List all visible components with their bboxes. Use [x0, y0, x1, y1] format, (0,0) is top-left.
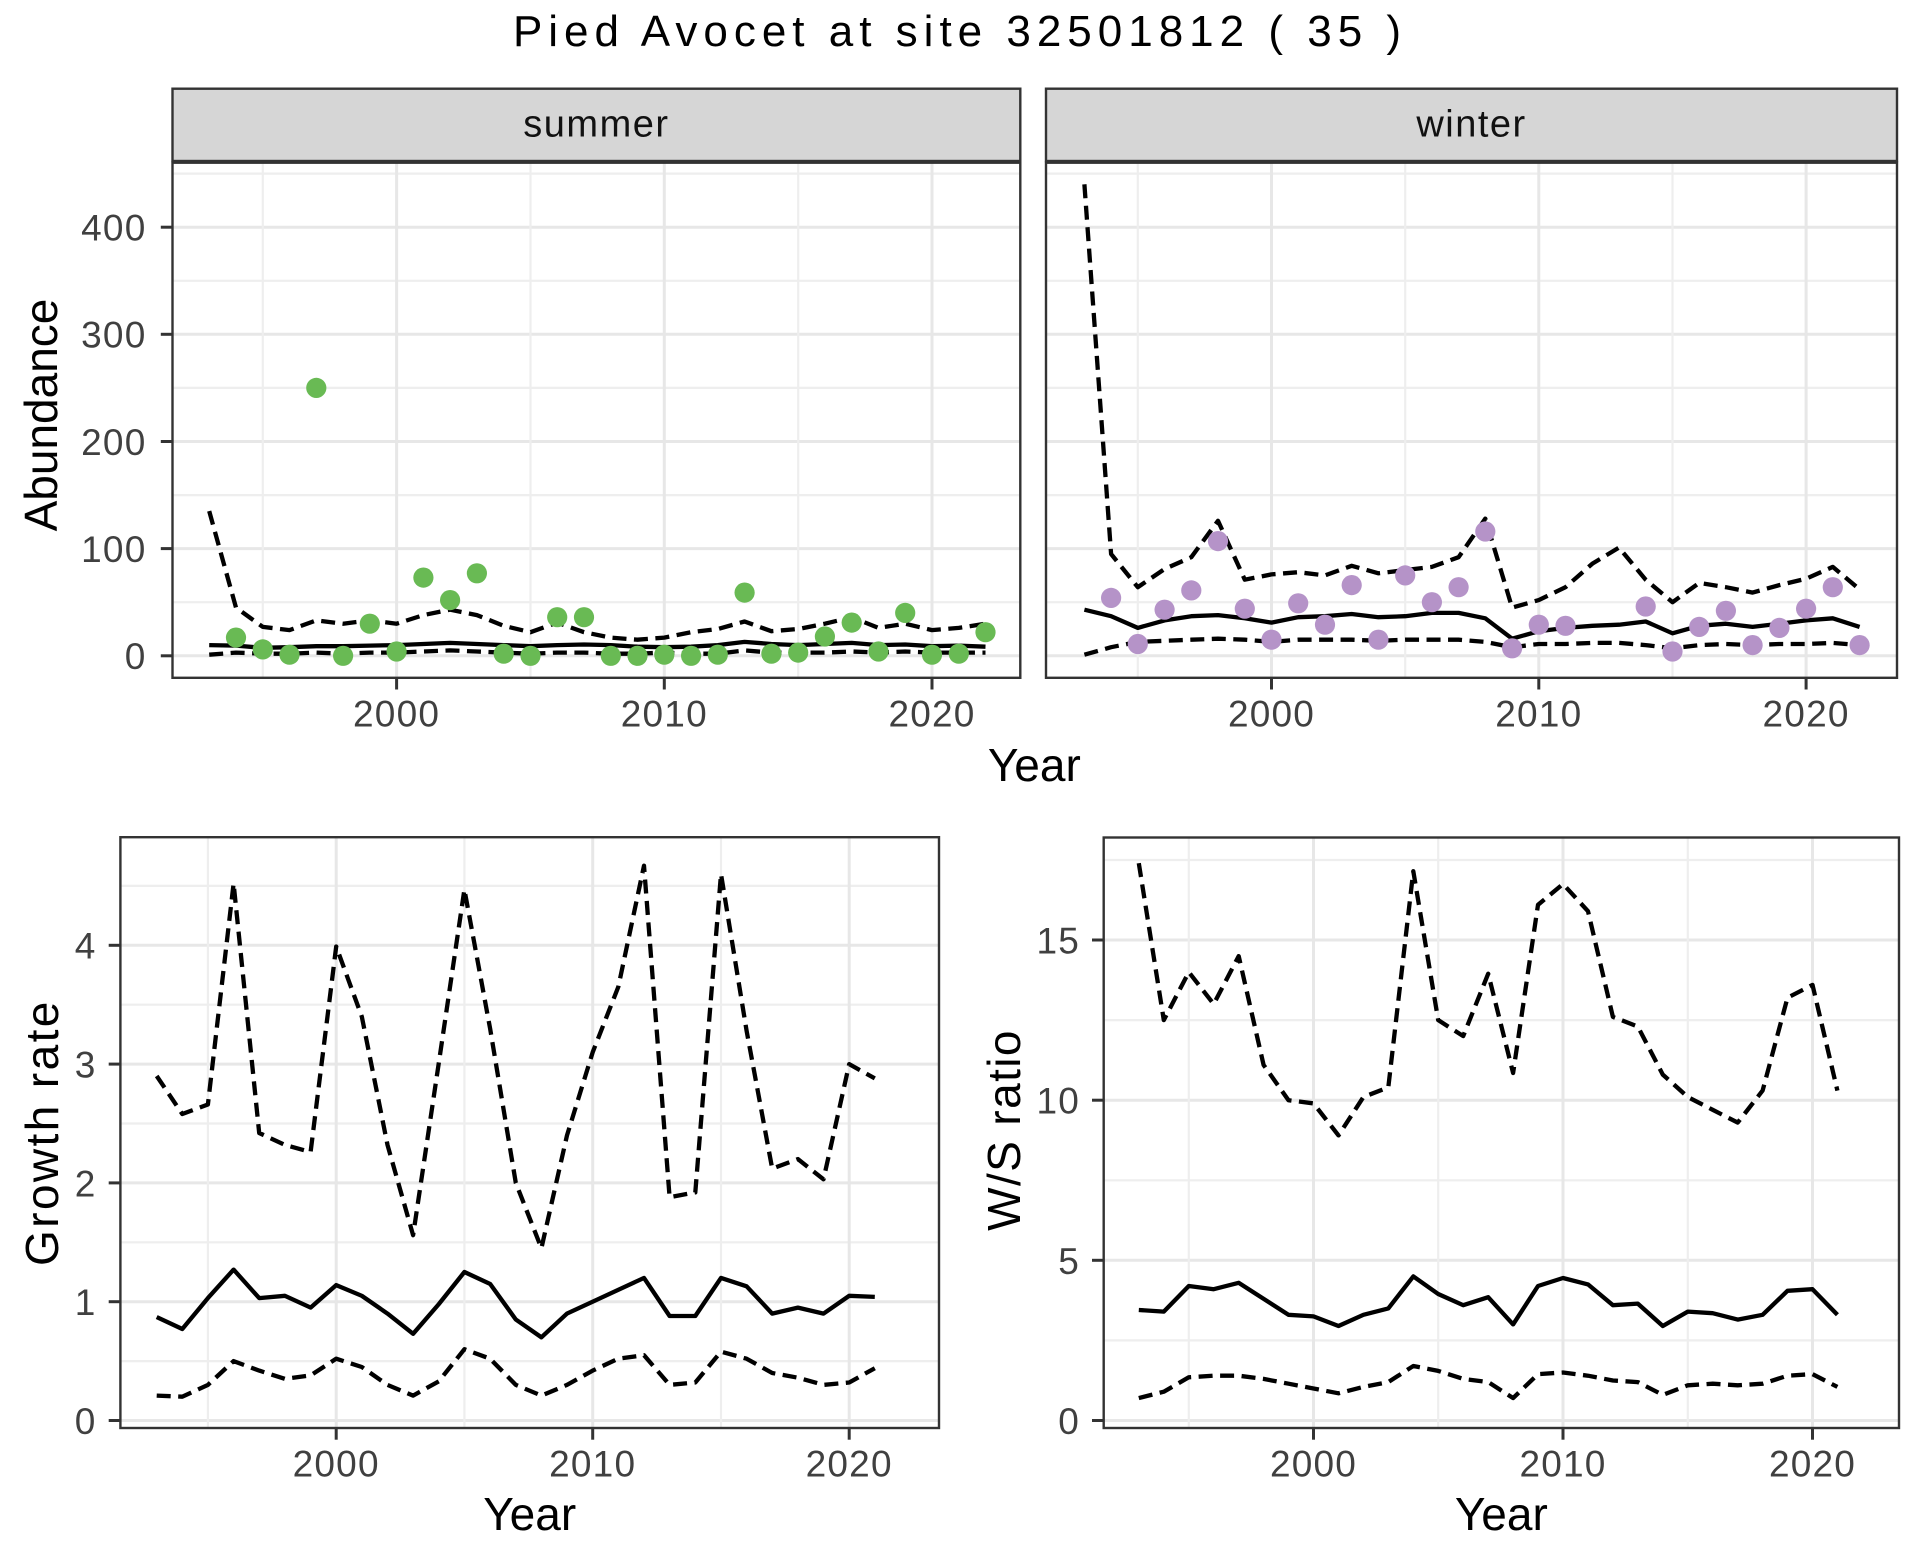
svg-text:2020: 2020	[888, 694, 975, 735]
svg-text:Abundance: Abundance	[15, 299, 67, 532]
svg-text:Growth rate: Growth rate	[16, 999, 68, 1266]
svg-text:200: 200	[81, 422, 146, 463]
svg-text:2000: 2000	[1270, 1444, 1357, 1485]
svg-text:5: 5	[1058, 1241, 1080, 1282]
svg-text:2020: 2020	[806, 1444, 893, 1485]
svg-text:2000: 2000	[1228, 694, 1315, 735]
svg-text:1: 1	[75, 1282, 97, 1323]
svg-text:100: 100	[81, 529, 146, 570]
svg-text:2000: 2000	[293, 1444, 380, 1485]
svg-text:Pied Avocet at site 32501812 (: Pied Avocet at site 32501812 ( 35 )	[513, 7, 1407, 56]
svg-text:4: 4	[75, 926, 97, 967]
svg-text:300: 300	[81, 315, 146, 356]
svg-text:2020: 2020	[1763, 694, 1850, 735]
svg-text:2010: 2010	[621, 694, 708, 735]
svg-text:15: 15	[1036, 920, 1080, 961]
svg-text:10: 10	[1036, 1081, 1080, 1122]
svg-text:summer: summer	[523, 104, 669, 146]
svg-text:2010: 2010	[549, 1444, 636, 1485]
svg-text:Year: Year	[483, 1488, 576, 1540]
svg-text:2020: 2020	[1769, 1444, 1856, 1485]
svg-text:Year: Year	[988, 739, 1081, 791]
svg-text:Year: Year	[1455, 1488, 1548, 1540]
svg-text:W/S ratio: W/S ratio	[978, 1029, 1030, 1231]
svg-text:0: 0	[1058, 1401, 1080, 1442]
svg-text:3: 3	[75, 1045, 97, 1086]
svg-text:2000: 2000	[353, 694, 440, 735]
svg-text:2010: 2010	[1495, 694, 1582, 735]
svg-text:0: 0	[125, 636, 147, 677]
svg-text:400: 400	[81, 208, 146, 249]
svg-text:0: 0	[75, 1401, 97, 1442]
svg-text:winter: winter	[1415, 104, 1526, 146]
svg-text:2: 2	[75, 1163, 97, 1204]
svg-text:2010: 2010	[1519, 1444, 1606, 1485]
